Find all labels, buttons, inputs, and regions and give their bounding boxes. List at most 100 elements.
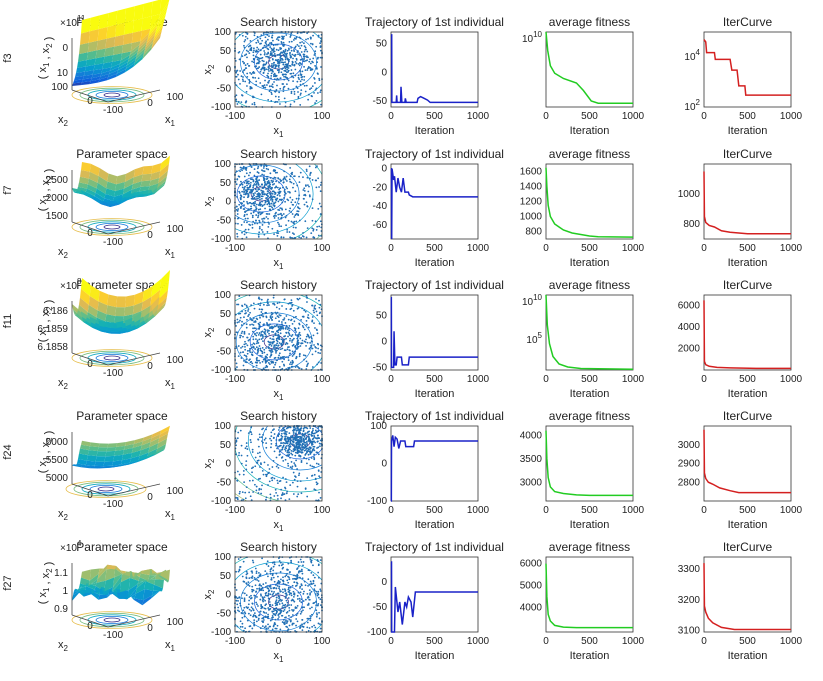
history-point	[309, 346, 312, 349]
history-point	[273, 176, 276, 179]
trajectory-ytick: -60	[373, 220, 388, 231]
history-point	[237, 355, 240, 358]
surface-patch	[113, 44, 123, 55]
history-point	[241, 320, 243, 323]
history-point	[252, 302, 255, 305]
history-point	[291, 305, 293, 307]
history-point	[285, 599, 288, 602]
history-point	[313, 488, 316, 491]
history-point	[248, 313, 250, 316]
history-ylabel: x2	[202, 458, 216, 469]
history-point	[250, 433, 253, 436]
history-point	[274, 95, 277, 98]
history-point	[288, 578, 291, 581]
history-point	[288, 327, 290, 330]
history-point	[267, 617, 270, 620]
history-point	[243, 354, 246, 357]
history-point	[289, 440, 292, 443]
history-point	[301, 606, 304, 609]
history-point	[252, 57, 255, 60]
history-point	[242, 580, 245, 583]
history-point	[257, 348, 260, 351]
history-point	[276, 43, 279, 46]
history-frame	[234, 31, 323, 108]
surface-patch	[107, 294, 118, 308]
history-point	[240, 454, 243, 457]
history-point	[263, 84, 266, 87]
history-point	[262, 63, 265, 66]
history-point	[278, 433, 281, 435]
history-point	[240, 75, 243, 78]
history-point	[316, 314, 319, 317]
history-point	[251, 577, 254, 579]
surface-patch	[146, 452, 157, 459]
surface-patch	[88, 446, 99, 452]
history-point	[253, 307, 256, 310]
history-point	[269, 493, 272, 496]
history-point	[267, 179, 270, 182]
history-point	[289, 167, 292, 169]
surface-patch	[105, 450, 116, 457]
history-point	[239, 170, 242, 173]
history-point	[307, 453, 310, 456]
trajectory-xtick: 0	[388, 374, 394, 385]
history-point	[272, 62, 275, 64]
history-point	[243, 46, 246, 49]
history-point	[311, 68, 314, 71]
history-point	[245, 231, 248, 234]
history-point	[281, 435, 284, 438]
surface-patch	[152, 29, 162, 46]
history-point	[291, 232, 294, 235]
history-point	[269, 51, 272, 53]
surface-patch	[74, 588, 84, 597]
surface-patch	[79, 42, 89, 55]
history-point	[306, 495, 309, 498]
history-point	[250, 212, 253, 215]
history-point	[316, 342, 319, 345]
history-point	[249, 439, 252, 441]
surface-patch	[142, 304, 153, 318]
history-point	[280, 326, 283, 329]
history-point	[293, 320, 296, 323]
history-point	[270, 317, 273, 320]
history-point	[307, 436, 310, 439]
history-point	[318, 306, 321, 309]
history-point	[319, 590, 322, 592]
history-point	[316, 225, 319, 228]
surface-ytick: 0	[87, 96, 93, 107]
history-point	[271, 186, 273, 189]
history-point	[256, 462, 259, 464]
history-point	[266, 231, 269, 233]
history-point	[251, 323, 253, 326]
history-point	[263, 607, 266, 610]
history-point	[306, 477, 309, 479]
history-point	[262, 86, 265, 89]
history-point	[259, 302, 262, 305]
surface-patch	[159, 163, 169, 178]
surface-multiplier: ×1011	[60, 14, 86, 29]
history-point	[262, 179, 265, 182]
surface-contour	[95, 91, 129, 100]
history-point	[306, 431, 309, 434]
history-point	[277, 49, 280, 52]
surface-contour	[71, 86, 153, 104]
surface-patch	[148, 443, 159, 453]
surface-patch	[98, 564, 109, 574]
history-point	[268, 70, 270, 72]
history-point	[291, 339, 294, 342]
history-point	[308, 446, 311, 449]
history-point	[305, 344, 307, 347]
history-point	[267, 623, 269, 626]
history-point	[276, 194, 279, 197]
history-point	[299, 70, 302, 73]
surface-patch	[143, 589, 154, 601]
history-point	[306, 333, 309, 336]
surface-yaxis	[71, 614, 109, 628]
history-point	[295, 348, 298, 350]
history-point	[255, 489, 258, 492]
history-point	[297, 97, 300, 100]
surface-patch	[120, 55, 130, 64]
history-point	[270, 311, 273, 314]
